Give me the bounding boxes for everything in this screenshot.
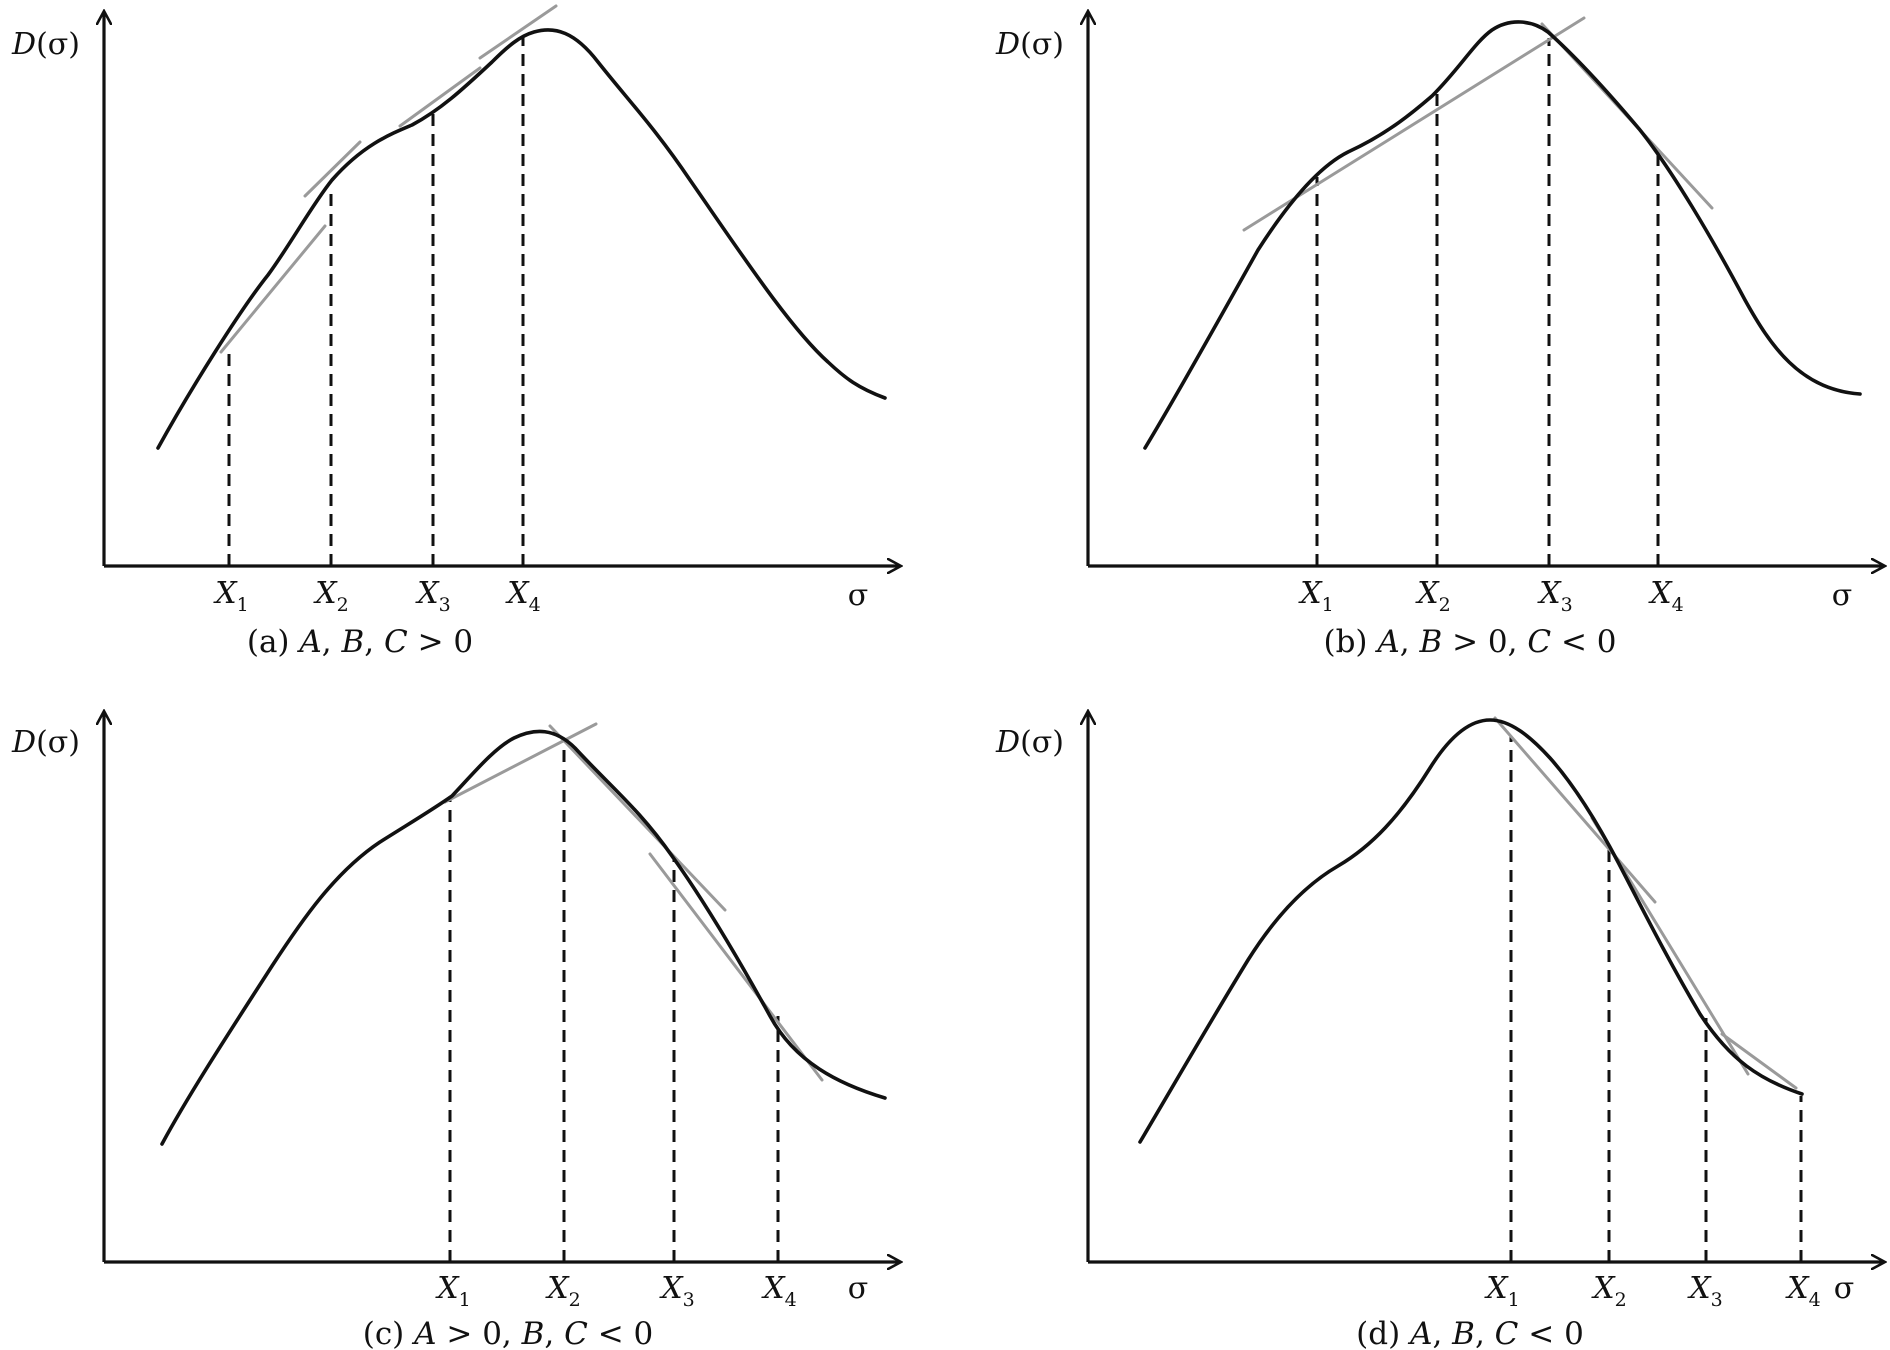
tick-label-x2: X2: [545, 1271, 580, 1311]
tick-label-x1: X1: [435, 1271, 470, 1311]
tangent-line-3: [648, 852, 824, 1082]
tangent-line-1: [1242, 16, 1586, 232]
density-curve: [1143, 20, 1862, 450]
panel-d: D(σ) σ X1 X2 X3 X4 (d) A, B, C < 0: [995, 712, 1884, 1350]
tick-label-x1: X1: [1484, 1271, 1519, 1311]
density-curve: [160, 729, 887, 1146]
tangent-line-1: [1493, 716, 1657, 904]
tick-label-x4: X4: [1648, 576, 1683, 616]
caption-a: (a) A, B, C > 0: [247, 624, 473, 660]
tick-label-x2: X2: [1415, 576, 1450, 616]
y-axis-label: D(σ): [11, 27, 80, 62]
y-axis-label: D(σ): [995, 27, 1064, 62]
x-axis-label: σ: [1834, 1271, 1854, 1306]
tick-label-x1: X1: [1298, 576, 1333, 616]
x-axis-label: σ: [1832, 578, 1852, 613]
tick-label-x3: X3: [659, 1271, 694, 1311]
density-curve: [1138, 718, 1804, 1144]
tick-label-x4: X4: [1785, 1271, 1820, 1311]
tangent-line-1: [219, 224, 327, 354]
density-curve: [156, 28, 887, 450]
caption-c: (c) A > 0, B, C < 0: [363, 1316, 654, 1350]
tangent-line-3: [398, 66, 482, 128]
x-axis-label: σ: [848, 578, 868, 613]
tick-label-x2: X2: [1591, 1271, 1626, 1311]
panel-c: D(σ) σ X1 X2 X3 X4 (c) A > 0, B, C < 0: [11, 712, 900, 1350]
tangent-line-2: [548, 724, 727, 912]
tangent-line-4: [478, 4, 558, 60]
tick-label-x4: X4: [761, 1271, 796, 1311]
tick-label-x2: X2: [313, 576, 348, 616]
tangent-line-2: [303, 140, 362, 198]
tick-label-x4: X4: [505, 576, 540, 616]
panel-b: D(σ) σ X1 X2 X3 X4 (b) A, B > 0, C < 0: [995, 12, 1884, 660]
x-axis-label: σ: [848, 1271, 868, 1306]
tick-label-x1: X1: [213, 576, 248, 616]
caption-b: (b) A, B > 0, C < 0: [1323, 624, 1616, 660]
tangent-line-3: [1720, 1032, 1798, 1090]
y-axis-label: D(σ): [11, 725, 80, 760]
panel-a: D(σ) σ X1 X2 X3 X4 (a) A, B, C > 0: [11, 4, 900, 660]
tangent-line-1: [443, 722, 598, 804]
tick-label-x3: X3: [1537, 576, 1572, 616]
tick-label-x3: X3: [415, 576, 450, 616]
y-axis-label: D(σ): [995, 725, 1064, 760]
caption-d: (d) A, B, C < 0: [1356, 1316, 1584, 1350]
tick-label-x3: X3: [1687, 1271, 1722, 1311]
